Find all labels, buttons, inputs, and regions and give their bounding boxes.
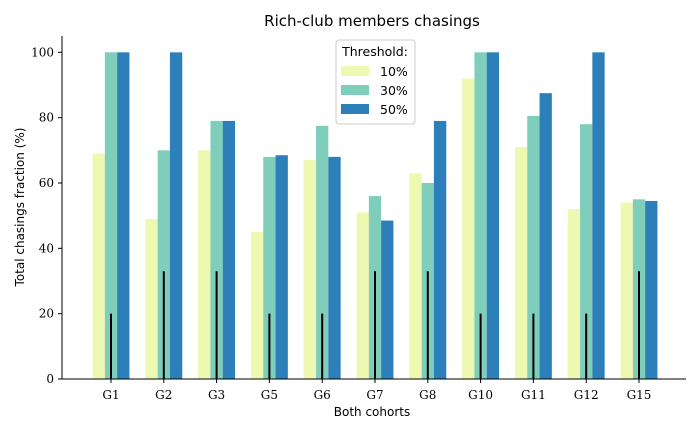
x-tick-label: G12 [574, 388, 599, 402]
legend-frame [335, 39, 416, 125]
bar-G11-50% [539, 93, 552, 380]
bar-G6-10% [303, 160, 317, 379]
bar-G3-30% [210, 120, 223, 380]
bar-G10-50% [486, 52, 500, 379]
x-tick-label: G5 [261, 388, 278, 402]
x-axis-label: Both cohorts [334, 405, 410, 419]
bar-G11-10% [514, 147, 528, 379]
chart-title: Rich-club members chasings [264, 12, 480, 30]
bar-G12-50% [592, 52, 605, 379]
y-axis-label: Total chasings fraction (%) [13, 128, 27, 288]
bar-G5-30% [263, 156, 276, 379]
bar-G7-50% [381, 220, 394, 379]
bar-G12-30% [580, 124, 593, 379]
legend-label-30%: 30% [380, 83, 408, 98]
y-tick-label: 80 [39, 111, 54, 125]
x-tick-label: G2 [155, 388, 172, 402]
y-tick-label: 60 [39, 176, 54, 190]
legend-swatch-50% [341, 104, 369, 114]
y-tick-label: 100 [31, 45, 54, 59]
legend-label-50%: 50% [380, 102, 408, 117]
x-ticks-group: G1 G2 G3 G5 G6 G7 G8 G10 G11 G12 G15 [102, 379, 651, 402]
bar-G1-30% [104, 52, 118, 379]
x-tick-label: G1 [102, 388, 119, 402]
bar-G5-10% [250, 232, 264, 379]
bar-G8-10% [409, 173, 422, 379]
x-tick-label: G6 [314, 388, 331, 402]
y-tick-label: 20 [39, 307, 54, 321]
bar-G5-50% [275, 155, 288, 379]
bar-G1-10% [92, 153, 105, 379]
bar-G2-30% [157, 150, 170, 379]
legend-swatch-10% [341, 66, 369, 76]
x-tick-label: G11 [521, 388, 546, 402]
bar-G3-50% [222, 120, 236, 380]
bar-G2-10% [145, 218, 158, 379]
y-tick-label: 0 [46, 372, 54, 386]
bar-G10-30% [474, 52, 487, 379]
bar-G1-50% [117, 52, 130, 379]
bar-G15-50% [645, 200, 658, 379]
bar-G6-30% [316, 125, 329, 379]
bar-G7-10% [356, 212, 369, 379]
x-tick-label: G8 [419, 388, 436, 402]
bar-G2-50% [169, 52, 183, 379]
legend-swatch-30% [341, 85, 369, 95]
y-tick-label: 40 [39, 241, 54, 255]
legend: Threshold: 10% 30% 50% [335, 39, 416, 125]
bar-G10-10% [462, 78, 475, 379]
x-tick-label: G7 [366, 388, 383, 402]
bar-G11-30% [527, 116, 540, 379]
x-tick-label: G15 [627, 388, 652, 402]
bar-G15-10% [620, 202, 633, 379]
legend-label-10%: 10% [380, 64, 408, 79]
x-tick-label: G3 [208, 388, 225, 402]
x-tick-label: G10 [468, 388, 493, 402]
bar-G8-50% [433, 120, 447, 380]
y-ticks-group: 0 20 40 60 80 100 [31, 45, 62, 386]
bar-G12-10% [567, 209, 581, 379]
bar-G6-50% [328, 156, 341, 379]
legend-title: Threshold: [341, 44, 408, 59]
reference-lines-group [110, 271, 640, 379]
bars-group [92, 52, 658, 380]
bar-G3-10% [198, 150, 211, 379]
